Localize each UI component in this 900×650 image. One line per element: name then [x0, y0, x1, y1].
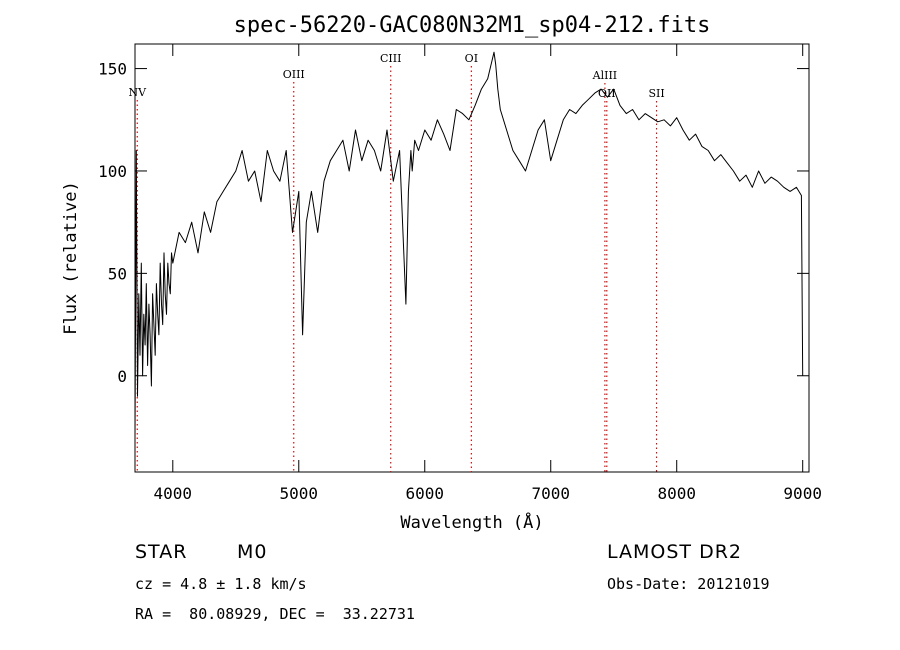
y-tick-label: 100	[98, 162, 127, 181]
y-tick-label: 0	[117, 367, 127, 386]
x-tick-label: 9000	[783, 484, 822, 503]
x-tick-label: 7000	[531, 484, 570, 503]
line-marker-label: SII	[648, 87, 664, 100]
line-marker-label: AlIII	[592, 69, 618, 82]
axis-ticks: 4000 5000 6000 7000 8000 9000 0 50 100 150	[98, 44, 822, 503]
observation-date: Obs-Date: 20121019	[607, 575, 770, 593]
line-marker-label: CIII	[380, 52, 401, 65]
line-marker-label: OIII	[283, 68, 305, 81]
line-marker-label: NV	[128, 86, 147, 99]
x-tick-label: 4000	[154, 484, 193, 503]
coordinates: RA = 80.08929, DEC = 33.22731	[135, 605, 415, 623]
x-tick-label: 8000	[657, 484, 696, 503]
plot-frame	[134, 43, 810, 473]
redshift-readout: cz = 4.8 ± 1.8 km/s	[135, 575, 307, 593]
object-subclass: M0	[237, 541, 268, 563]
spectrum-line-0	[134, 51, 804, 438]
x-tick-label: 5000	[280, 484, 319, 503]
line-marker-label: OI	[465, 52, 478, 65]
spectrum-series	[134, 51, 804, 438]
y-tick-label: 150	[98, 60, 127, 79]
chart-title: spec-56220-GAC080N32M1_sp04-212.fits	[234, 13, 711, 38]
object-class: STAR	[135, 541, 188, 563]
x-tick-label: 6000	[405, 484, 444, 503]
y-axis-label: Flux (relative)	[61, 181, 81, 335]
x-axis-label: Wavelength (Å)	[400, 511, 543, 533]
y-tick-label: 50	[108, 264, 127, 283]
survey-name: LAMOST DR2	[607, 541, 742, 563]
